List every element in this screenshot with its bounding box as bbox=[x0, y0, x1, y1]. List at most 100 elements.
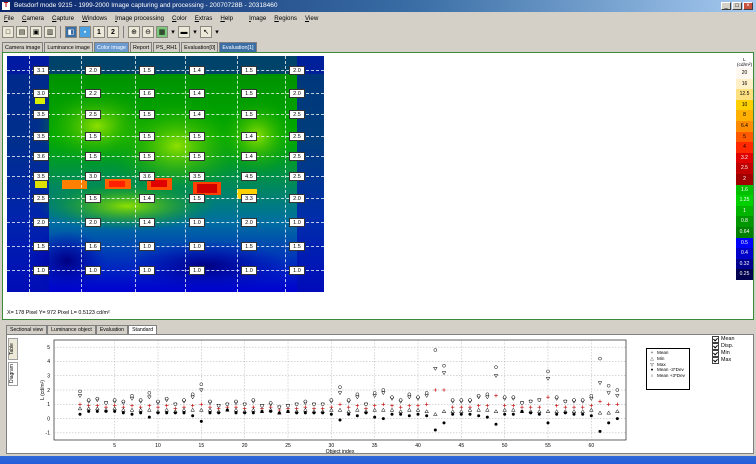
menu-file[interactable]: File bbox=[4, 15, 14, 22]
measurement-value[interactable]: 2.5 bbox=[33, 194, 49, 203]
menu-camera[interactable]: Camera bbox=[21, 15, 44, 22]
capture-icon[interactable]: ◧ bbox=[65, 26, 77, 38]
menu-windows[interactable]: Windows bbox=[82, 15, 108, 22]
measurement-value[interactable]: 3.1 bbox=[33, 66, 49, 75]
measurement-value[interactable]: 1.5 bbox=[85, 132, 101, 141]
dropdown-icon[interactable]: ▾ bbox=[171, 29, 175, 36]
color-palette-icon[interactable]: ▦ bbox=[156, 26, 168, 38]
measurement-value[interactable]: 1.6 bbox=[85, 242, 101, 251]
measurement-value[interactable]: 3.5 bbox=[33, 132, 49, 141]
dropdown-icon[interactable]: ▾ bbox=[215, 29, 219, 36]
measurement-value[interactable]: 1.5 bbox=[241, 89, 257, 98]
measurement-value[interactable]: 1.0 bbox=[241, 266, 257, 275]
measurement-value[interactable]: 2.0 bbox=[85, 66, 101, 75]
measurement-value[interactable]: 2.5 bbox=[289, 110, 305, 119]
checkbox-box[interactable] bbox=[712, 350, 719, 357]
save-icon[interactable]: ▣ bbox=[30, 26, 42, 38]
measurement-value[interactable]: 2.0 bbox=[289, 66, 305, 75]
measurement-value[interactable]: 1.4 bbox=[139, 218, 155, 227]
measurement-value[interactable]: 1.0 bbox=[85, 266, 101, 275]
checkbox-box[interactable] bbox=[712, 357, 719, 364]
checkbox-max[interactable]: Max bbox=[712, 357, 752, 364]
measurement-value[interactable]: 1.4 bbox=[189, 66, 205, 75]
menu-help[interactable]: Help bbox=[220, 15, 234, 22]
measurement-value[interactable]: 1.0 bbox=[189, 242, 205, 251]
tab-color-image[interactable]: Color image bbox=[93, 42, 129, 52]
tab-camera-image[interactable]: Camera image bbox=[2, 42, 44, 52]
menu-image-processing[interactable]: Image processing bbox=[115, 15, 164, 22]
checkbox-disp[interactable]: Disp. bbox=[712, 343, 752, 350]
measurement-value[interactable]: 2.5 bbox=[289, 152, 305, 161]
measurement-value[interactable]: 1.0 bbox=[189, 218, 205, 227]
tab-ps-rh1[interactable]: PS_RH1 bbox=[153, 42, 181, 52]
measurement-value[interactable]: 1.0 bbox=[289, 218, 305, 227]
measurement-value[interactable]: 3.5 bbox=[189, 172, 205, 181]
measurement-value[interactable]: 1.5 bbox=[33, 242, 49, 251]
measurement-value[interactable]: 3.6 bbox=[139, 172, 155, 181]
open-icon[interactable]: ▤ bbox=[16, 26, 28, 38]
measurement-value[interactable]: 1.4 bbox=[189, 89, 205, 98]
menu-regions[interactable]: Regions bbox=[274, 15, 297, 22]
maximize-button[interactable]: □ bbox=[732, 2, 742, 10]
view-1-button[interactable]: 1 bbox=[93, 26, 105, 38]
tab-report[interactable]: Report bbox=[129, 42, 153, 52]
tab-table[interactable]: Table bbox=[8, 338, 18, 360]
print-icon[interactable]: ▥ bbox=[44, 26, 56, 38]
measurement-value[interactable]: 4.5 bbox=[241, 172, 257, 181]
measurement-value[interactable]: 3.3 bbox=[241, 194, 257, 203]
new-icon[interactable]: □ bbox=[2, 26, 14, 38]
display-mode-icon[interactable]: ▬ bbox=[178, 26, 190, 38]
pointer-icon[interactable]: ↖ bbox=[200, 26, 212, 38]
minimize-button[interactable]: _ bbox=[721, 2, 731, 10]
measurement-value[interactable]: 1.5 bbox=[85, 152, 101, 161]
measurement-value[interactable]: 2.5 bbox=[289, 172, 305, 181]
measurement-value[interactable]: 1.5 bbox=[241, 110, 257, 119]
checkbox-box[interactable] bbox=[712, 343, 719, 350]
checkbox-min[interactable]: Min bbox=[712, 350, 752, 357]
measurement-value[interactable]: 3.5 bbox=[33, 172, 49, 181]
measurement-value[interactable]: 1.5 bbox=[189, 194, 205, 203]
measurement-value[interactable]: 3.0 bbox=[33, 89, 49, 98]
tab-sectional-view[interactable]: Sectional view bbox=[6, 325, 48, 334]
tab-luminance-object[interactable]: Luminance object bbox=[47, 325, 96, 334]
measurement-value[interactable]: 2.5 bbox=[85, 110, 101, 119]
menu-capture[interactable]: Capture bbox=[52, 15, 75, 22]
measurement-value[interactable]: 2.0 bbox=[241, 218, 257, 227]
measurement-value[interactable]: 1.5 bbox=[189, 152, 205, 161]
measurement-value[interactable]: 1.4 bbox=[241, 152, 257, 161]
menu-extras[interactable]: Extras bbox=[194, 15, 213, 22]
measurement-value[interactable]: 1.5 bbox=[241, 66, 257, 75]
measurement-value[interactable]: 3.5 bbox=[33, 110, 49, 119]
measurement-value[interactable]: 2.2 bbox=[85, 89, 101, 98]
tab-diagram[interactable]: Diagram bbox=[8, 362, 18, 386]
measurement-value[interactable]: 1.5 bbox=[139, 110, 155, 119]
tab-evaluation-0[interactable]: Evaluation[0] bbox=[181, 42, 219, 52]
measurement-value[interactable]: 3.0 bbox=[85, 172, 101, 181]
menu-image[interactable]: Image bbox=[249, 15, 267, 22]
measurement-value[interactable]: 1.5 bbox=[189, 132, 205, 141]
image-icon[interactable]: ▪ bbox=[79, 26, 91, 38]
close-button[interactable]: × bbox=[743, 2, 753, 10]
measurement-value[interactable]: 1.6 bbox=[139, 89, 155, 98]
tab-standard[interactable]: Standard bbox=[128, 325, 158, 334]
measurement-value[interactable]: 1.5 bbox=[85, 194, 101, 203]
measurement-value[interactable]: 1.0 bbox=[139, 266, 155, 275]
measurement-value[interactable]: 1.5 bbox=[289, 242, 305, 251]
measurement-value[interactable]: 1.4 bbox=[139, 194, 155, 203]
tab-evaluation[interactable]: Evaluation bbox=[95, 325, 129, 334]
measurement-value[interactable]: 2.0 bbox=[85, 218, 101, 227]
measurement-value[interactable]: 1.5 bbox=[241, 242, 257, 251]
measurement-value[interactable]: 1.5 bbox=[139, 132, 155, 141]
dropdown-icon[interactable]: ▾ bbox=[193, 29, 197, 36]
checkbox-mean[interactable]: Mean bbox=[712, 336, 752, 343]
measurement-value[interactable]: 1.0 bbox=[139, 242, 155, 251]
checkbox-box[interactable] bbox=[712, 336, 719, 343]
measurement-value[interactable]: 1.0 bbox=[289, 266, 305, 275]
measurement-value[interactable]: 2.0 bbox=[289, 194, 305, 203]
measurement-value[interactable]: 1.0 bbox=[33, 266, 49, 275]
tab-luminance-image[interactable]: Luminance image bbox=[44, 42, 93, 52]
measurement-value[interactable]: 1.4 bbox=[189, 110, 205, 119]
tab-evaluation-1[interactable]: Evaluation[1] bbox=[219, 42, 257, 52]
measurement-value[interactable]: 1.4 bbox=[241, 132, 257, 141]
menu-color[interactable]: Color bbox=[171, 15, 187, 22]
